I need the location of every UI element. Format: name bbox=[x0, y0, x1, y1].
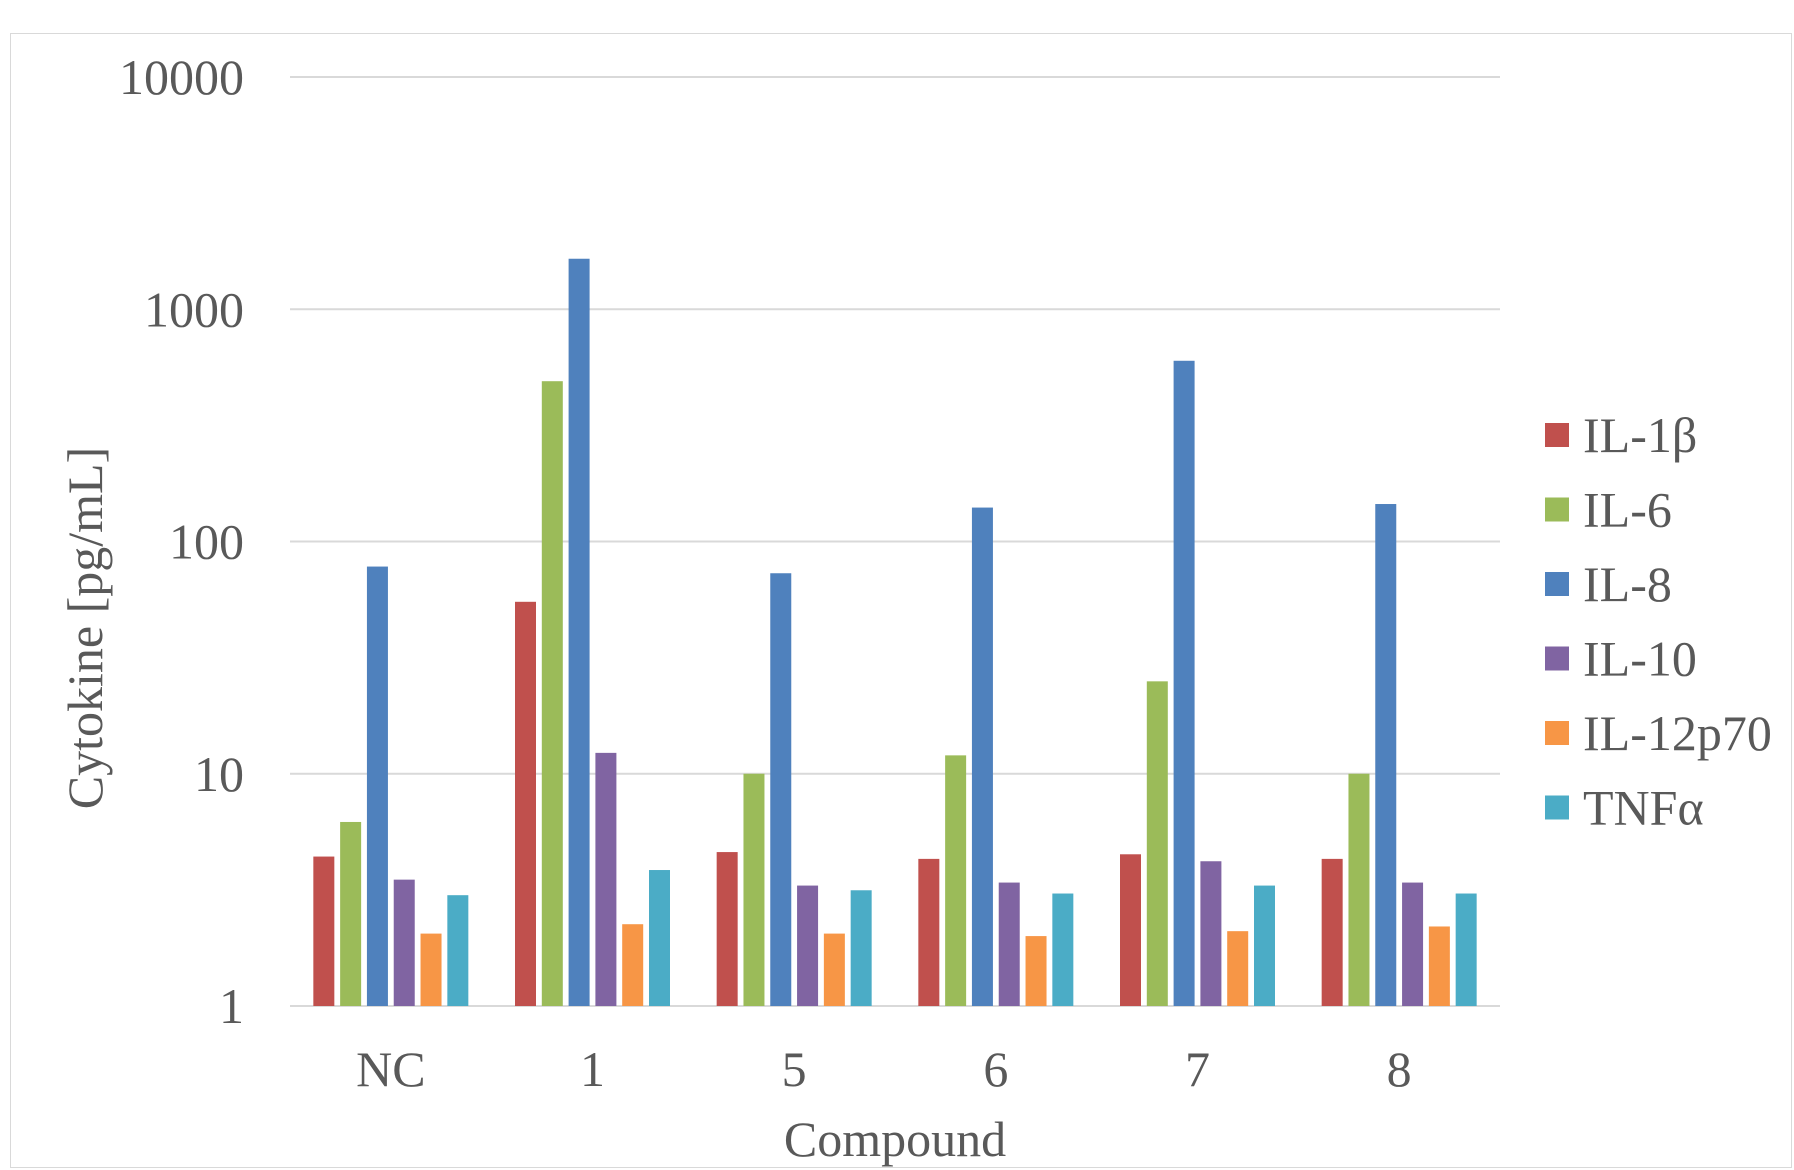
bar-il-6-8 bbox=[1348, 773, 1370, 1006]
bar-il-1--8 bbox=[1321, 858, 1343, 1006]
bar-il-10-1 bbox=[595, 752, 617, 1006]
legend-label: IL-1β bbox=[1583, 407, 1697, 463]
legend-label: IL-6 bbox=[1583, 482, 1672, 538]
bar-il-6-nc bbox=[340, 821, 362, 1006]
y-axis-ticks: 1 10 100 1000 10000 bbox=[119, 49, 244, 1034]
bar-il-10-7 bbox=[1200, 861, 1222, 1006]
legend-swatch bbox=[1545, 497, 1569, 522]
x-tick-label: 1 bbox=[580, 1041, 605, 1097]
x-tick-label: 7 bbox=[1185, 1041, 1210, 1097]
x-tick-label: 8 bbox=[1387, 1041, 1412, 1097]
legend: IL-1β IL-6 IL-8 IL-10 IL-12p70 TNFα bbox=[1545, 407, 1772, 836]
legend-label: IL-12p70 bbox=[1583, 705, 1772, 761]
bar-il-1--6 bbox=[918, 858, 940, 1006]
y-tick-label: 10000 bbox=[119, 49, 244, 105]
legend-label: IL-8 bbox=[1583, 556, 1672, 612]
bar-il-12p70-7 bbox=[1227, 931, 1249, 1006]
bars bbox=[313, 258, 1477, 1006]
x-tick-label: 5 bbox=[782, 1041, 807, 1097]
legend-swatch bbox=[1545, 795, 1569, 820]
bar-tnf--1 bbox=[649, 870, 670, 1006]
bar-tnf--6 bbox=[1052, 893, 1074, 1006]
bar-il-1--nc bbox=[313, 856, 335, 1006]
bar-il-8-8 bbox=[1375, 504, 1397, 1006]
bar-il-10-nc bbox=[393, 879, 415, 1006]
bar-il-10-6 bbox=[998, 882, 1020, 1006]
bar-tnf--5 bbox=[850, 890, 872, 1006]
bar-tnf--8 bbox=[1455, 893, 1477, 1006]
bar-il-10-5 bbox=[797, 885, 819, 1006]
bar-il-1--5 bbox=[716, 852, 738, 1006]
legend-swatch bbox=[1545, 572, 1569, 596]
legend-label: IL-10 bbox=[1583, 631, 1697, 687]
bar-il-8-1 bbox=[568, 258, 590, 1006]
legend-swatch bbox=[1545, 423, 1569, 447]
bar-il-8-nc bbox=[366, 566, 388, 1006]
legend-label: TNFα bbox=[1583, 780, 1704, 836]
bar-il-12p70-nc bbox=[420, 933, 442, 1006]
legend-swatch bbox=[1545, 646, 1569, 671]
bar-il-6-1 bbox=[541, 381, 563, 1006]
gridlines bbox=[290, 76, 1500, 1007]
x-tick-label: 6 bbox=[983, 1041, 1008, 1097]
bar-tnf--nc bbox=[447, 895, 469, 1006]
bar-il-8-5 bbox=[770, 573, 792, 1006]
bar-il-12p70-5 bbox=[823, 933, 845, 1006]
bar-il-6-7 bbox=[1146, 681, 1168, 1006]
bar-tnf--7 bbox=[1254, 885, 1275, 1006]
bar-il-12p70-8 bbox=[1428, 926, 1450, 1006]
bar-il-1--7 bbox=[1120, 854, 1141, 1006]
x-tick-label: NC bbox=[356, 1041, 425, 1097]
y-tick-label: 1000 bbox=[144, 281, 244, 337]
chart-frame bbox=[10, 33, 1792, 1168]
bar-il-1--1 bbox=[515, 601, 536, 1006]
bar-il-12p70-1 bbox=[622, 924, 644, 1006]
legend-swatch bbox=[1545, 721, 1569, 745]
bar-il-8-7 bbox=[1173, 360, 1195, 1006]
bar-il-10-8 bbox=[1402, 882, 1424, 1006]
y-axis-title: Cytokine [pg/mL] bbox=[57, 447, 113, 809]
bar-il-6-6 bbox=[945, 755, 967, 1006]
x-axis-title: Compound bbox=[784, 1111, 1006, 1167]
y-tick-label: 1 bbox=[219, 978, 244, 1034]
bar-il-8-6 bbox=[971, 507, 993, 1006]
y-tick-label: 10 bbox=[194, 746, 244, 802]
bar-il-6-5 bbox=[743, 773, 765, 1006]
x-axis-ticks: NC 1 5 6 7 8 bbox=[356, 1041, 1412, 1097]
y-tick-label: 100 bbox=[169, 514, 244, 570]
bar-il-12p70-6 bbox=[1025, 936, 1047, 1006]
